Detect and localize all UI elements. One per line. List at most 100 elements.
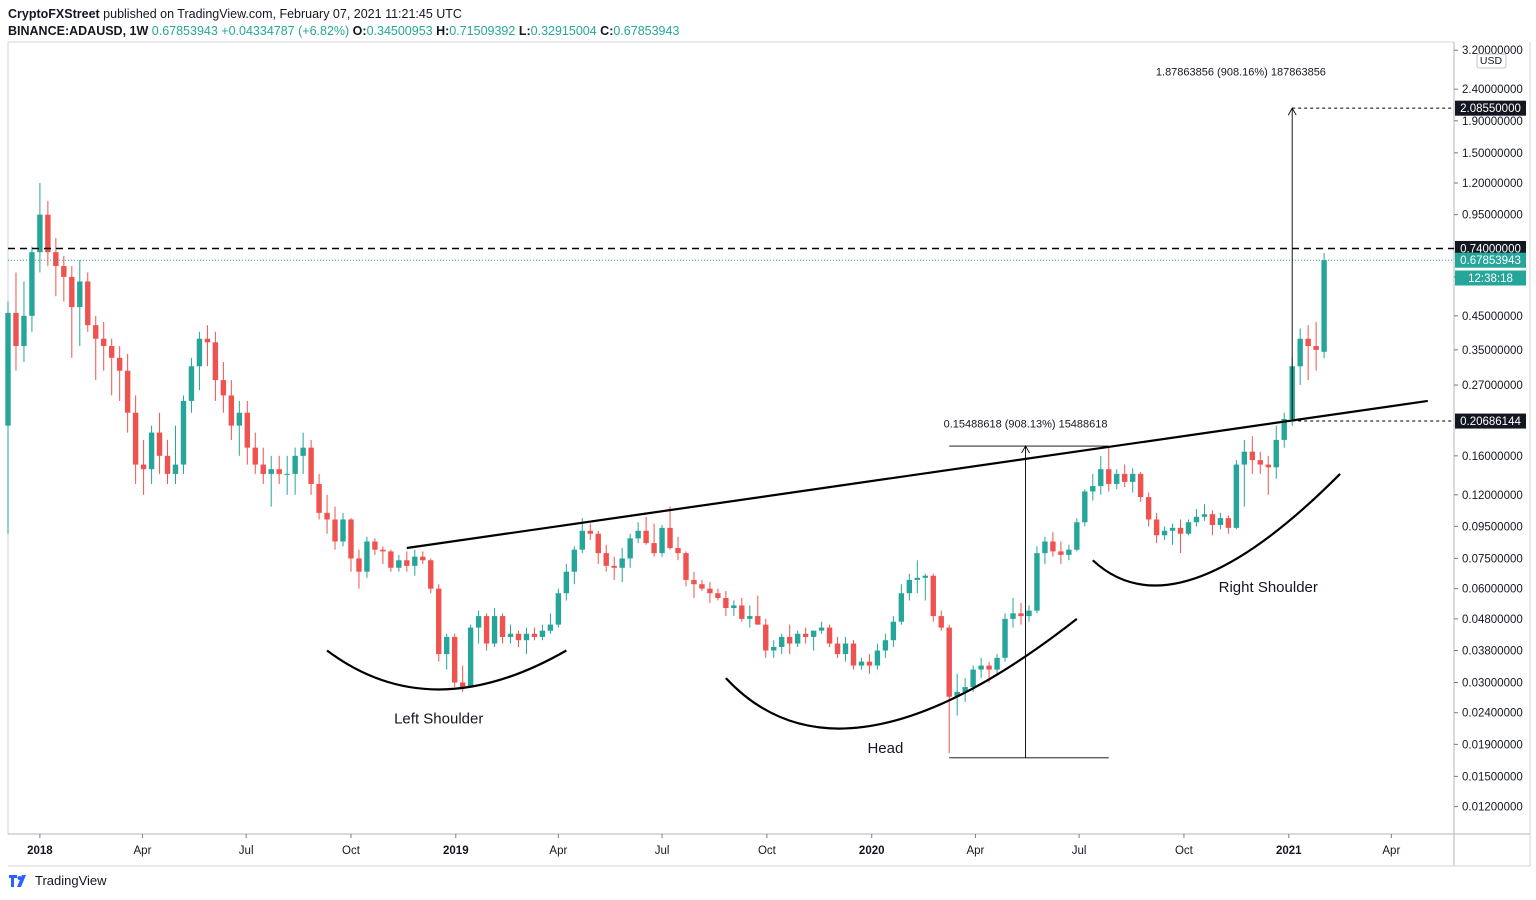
tradingview-brand: TradingView	[35, 873, 107, 888]
candle-down	[1249, 451, 1256, 461]
target-measure-arrowhead	[1287, 107, 1297, 116]
candle-up	[539, 630, 546, 637]
candle-down	[1177, 527, 1184, 534]
candle-down	[691, 579, 697, 585]
y-tick-label: 1.50000000	[1462, 148, 1523, 160]
candle-down	[220, 380, 227, 396]
candle-up	[1297, 338, 1303, 367]
price-tag-label: 12:38:18	[1468, 273, 1513, 285]
candle-up	[619, 558, 625, 568]
close-value: 0.67853943	[613, 24, 680, 38]
candle-down	[643, 530, 649, 544]
candle-up	[1201, 514, 1208, 517]
candle-up	[731, 605, 737, 609]
author-name[interactable]: CryptoFXStreet	[8, 7, 100, 21]
candle-down	[156, 432, 163, 456]
y-tick-label: 0.27000000	[1462, 380, 1523, 392]
candle-down	[786, 636, 793, 644]
candle-up	[882, 640, 889, 651]
candle-down	[763, 624, 769, 651]
y-tick-label: 2.40000000	[1462, 84, 1523, 96]
price-tag-box	[1455, 100, 1526, 116]
neckline-trendline	[406, 399, 1428, 550]
shoulder-arc	[725, 618, 1078, 730]
candle-down	[707, 588, 713, 594]
candle-down	[101, 338, 107, 347]
candle-down	[13, 312, 19, 347]
x-tick-label: Apr	[549, 845, 567, 857]
candle-down	[1137, 473, 1144, 498]
low-label: L:	[518, 24, 531, 38]
candle-down	[531, 633, 538, 637]
x-tick-label: Jul	[1072, 845, 1087, 857]
candle-up	[467, 627, 474, 688]
candle-up	[491, 616, 498, 644]
y-tick-label: 0.09500000	[1462, 521, 1523, 533]
candle-up	[172, 464, 179, 474]
candle-up	[507, 633, 514, 637]
candle-up	[1233, 464, 1240, 528]
candle-down	[85, 281, 91, 326]
candle-up	[236, 412, 243, 426]
candle-down	[739, 605, 745, 619]
candle-up	[898, 593, 905, 622]
candle-down	[946, 627, 952, 697]
candle-up	[1193, 516, 1200, 523]
candle-up	[475, 616, 482, 628]
candle-up	[874, 650, 881, 666]
y-tick-label: 0.02400000	[1462, 708, 1523, 720]
candle-down	[483, 616, 490, 644]
candle-up	[196, 338, 203, 367]
y-tick-label: 1.20000000	[1462, 178, 1523, 190]
price-tag-label: 0.67853943	[1460, 255, 1521, 267]
candle-down	[1225, 518, 1232, 528]
candle-down	[699, 584, 705, 589]
candle-down	[252, 447, 258, 465]
currency-label: USD	[1480, 55, 1503, 67]
candle-up	[954, 691, 960, 697]
y-tick-label: 0.03800000	[1462, 645, 1523, 657]
candle-down	[667, 527, 673, 549]
y-tick-label: 0.04800000	[1462, 614, 1523, 626]
y-tick-label: 0.06000000	[1462, 584, 1523, 596]
candle-down	[1018, 613, 1024, 617]
x-tick-label: Jul	[239, 845, 254, 857]
candle-up	[906, 579, 913, 594]
y-tick-label: 0.01500000	[1462, 771, 1523, 783]
last-price: 0.67853943	[151, 24, 218, 38]
candle-down	[603, 553, 609, 566]
candle-up	[1114, 473, 1120, 484]
candle-up	[1185, 522, 1192, 534]
candle-up	[1042, 541, 1048, 554]
candle-down	[1058, 551, 1064, 555]
x-tick-label: 2019	[443, 845, 469, 857]
candle-up	[340, 519, 346, 542]
candle-down	[1209, 514, 1216, 526]
candle-down	[683, 553, 689, 580]
shoulder-arc	[1092, 473, 1341, 587]
candle-down	[1257, 460, 1263, 465]
candle-down	[436, 588, 442, 655]
candle-up	[180, 400, 187, 465]
candle-up	[5, 312, 11, 426]
candle-up	[747, 616, 753, 619]
tradingview-logo[interactable]: TradingView	[8, 873, 107, 888]
candle-down	[140, 464, 147, 470]
x-tick-label: Oct	[758, 845, 777, 857]
high-value: 0.71509392	[449, 24, 516, 38]
candle-up	[1281, 419, 1287, 440]
candle-up	[1010, 613, 1016, 619]
candle-up	[842, 643, 849, 655]
candle-up	[563, 571, 570, 594]
candle-down	[587, 530, 593, 534]
candle-up	[771, 646, 777, 651]
candle-up	[962, 687, 968, 692]
candle-down	[595, 533, 601, 554]
y-tick-label: 1.90000000	[1462, 116, 1523, 128]
shoulder-arc	[326, 649, 567, 691]
x-tick-label: Jul	[655, 845, 670, 857]
candle-up	[1161, 530, 1168, 536]
candle-down	[124, 370, 131, 413]
candle-up	[810, 630, 817, 637]
